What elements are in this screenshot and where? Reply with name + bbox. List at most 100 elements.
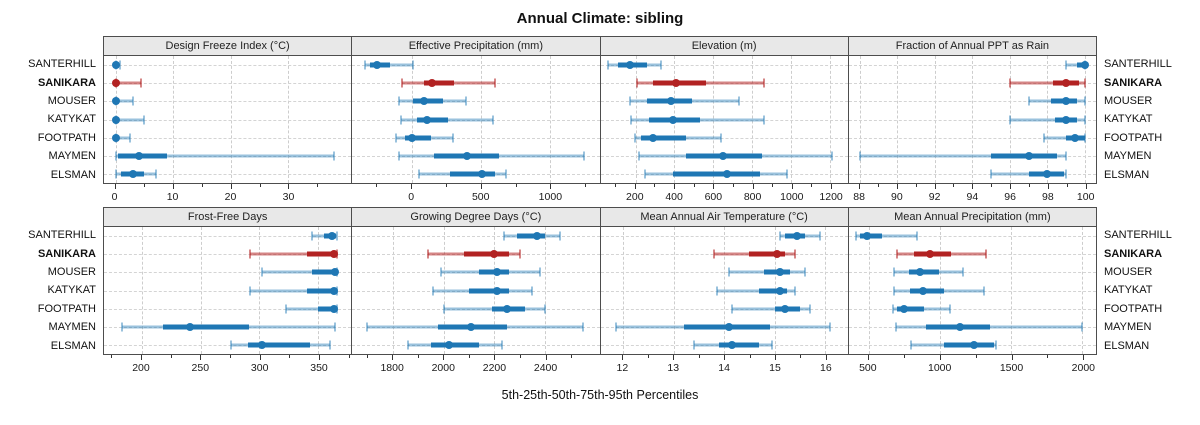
errorbar-iqr-sanikara [424, 80, 455, 86]
whisker-cap-p5 [1027, 96, 1030, 106]
whisker-cap-p95 [1083, 78, 1086, 88]
whisker-cap-p95 [582, 322, 585, 332]
panel-fraction-of-annual-ppt-as-rain: Fraction of Annual PPT as Rain 88 90 92 94 96… [847, 36, 1097, 207]
panels-row: Design Freeze Index (°C) 0 10 20 30 Effective… [103, 36, 1097, 207]
row-gridline [600, 101, 848, 103]
median-dot-mouser [492, 268, 501, 277]
whisker-cap-p5 [407, 340, 410, 350]
row-gridline [104, 155, 352, 157]
whisker-cap-p95 [543, 304, 546, 314]
errorbar-iqr-sanikara [463, 251, 510, 257]
median-dot-elsman [727, 340, 736, 349]
errorbar-iqr-elsman [719, 342, 760, 348]
panel-plot-growing-degree-days-c [351, 226, 601, 355]
whisker-cap-p95 [452, 133, 455, 143]
median-dot-elsman [970, 340, 979, 349]
major-tick [674, 184, 676, 189]
minor-tick [229, 355, 231, 358]
row-gridline [848, 101, 1096, 103]
major-tick [230, 184, 232, 189]
median-dot-sanikara [1062, 79, 1071, 88]
median-dot-elsman [128, 169, 137, 178]
major-tick [319, 355, 321, 360]
median-dot-sanikara [672, 79, 681, 88]
major-tick [752, 184, 754, 189]
whisker-cap-p5 [399, 115, 402, 124]
whisker-cap-p95 [984, 249, 987, 259]
band-bottom: SANTERHILL SANIKARA MOUSER KATYKAT FOOTPATH M… [0, 207, 1200, 378]
site-label-rows: SANTERHILL SANIKARA MOUSER KATYKAT FOOTPATH M… [1097, 226, 1200, 355]
whisker-cap-p5 [260, 267, 263, 277]
median-dot-elsman [257, 340, 266, 349]
tick-label: 16 [820, 362, 832, 374]
row-gridline [848, 65, 1096, 67]
whisker-cap-p5 [427, 249, 430, 259]
row-gridline [352, 308, 600, 310]
site-label-sanikara: SANIKARA [1104, 247, 1163, 260]
site-label-mouser: MOUSER [47, 95, 96, 108]
panel-header-spacer [1097, 207, 1200, 226]
row-gridline [104, 137, 352, 139]
whisker-cap-p95 [1083, 96, 1086, 106]
whisker-cap-p5 [638, 151, 641, 161]
whisker-cap-p5 [503, 231, 506, 241]
minor-tick [615, 184, 617, 187]
whisker-cap-p5 [442, 304, 445, 314]
major-tick [831, 184, 833, 189]
row-gridline [104, 173, 352, 175]
row-gridline [352, 65, 600, 67]
panel-header-fraction-of-annual-ppt-as-rain: Fraction of Annual PPT as Rain [847, 36, 1097, 55]
axis-caption: 5th-25th-50th-75th-95th Percentiles [501, 387, 699, 402]
panel-plot-elevation-m [599, 55, 849, 184]
major-tick [896, 184, 898, 189]
tick-label: 12 [616, 362, 629, 374]
median-dot-footpath [1071, 133, 1080, 142]
whisker-cap-p5 [728, 267, 731, 277]
site-label-maymen: MAYMEN [1104, 321, 1152, 334]
minor-tick [366, 355, 368, 358]
panel-plot-design-freeze-index-c [103, 55, 353, 184]
site-labels-right: SANTERHILL SANIKARA MOUSER KATYKAT FOOTPATH M… [1097, 36, 1200, 207]
errorbar-whisker-katykat [1009, 118, 1085, 121]
whisker-cap-p5 [120, 322, 123, 332]
median-dot-santerhill [533, 232, 542, 241]
whisker-cap-p5 [398, 151, 401, 161]
whisker-cap-p95 [128, 133, 131, 143]
median-dot-santerhill [1080, 61, 1089, 70]
minor-tick [693, 184, 695, 187]
major-tick [545, 355, 547, 360]
whisker-cap-p95 [994, 340, 997, 350]
tick-label: 1500 [999, 362, 1024, 374]
minor-tick [417, 355, 419, 358]
whisker-cap-p5 [114, 169, 117, 179]
minor-tick [1066, 184, 1068, 187]
errorbar-iqr-footpath [641, 135, 687, 141]
whisker-cap-p5 [1008, 78, 1011, 88]
errorbar-whisker-maymen [859, 154, 1067, 158]
panel-effective-precipitation-mm: Effective Precipitation (mm) 0 500 1000 [351, 36, 601, 207]
median-dot-maymen [467, 322, 476, 331]
whisker-cap-p5 [858, 151, 861, 161]
whisker-cap-p5 [730, 304, 733, 314]
errorbar-iqr-maymen [991, 153, 1057, 159]
tick-label: 2400 [533, 362, 558, 374]
median-dot-katykat [918, 286, 927, 295]
site-labels-left: SANTERHILL SANIKARA MOUSER KATYKAT FOOTPATH M… [0, 207, 103, 378]
row-gridline [848, 272, 1096, 274]
whisker-cap-p95 [154, 169, 157, 179]
tick-label: 20 [224, 191, 237, 203]
errorbar-iqr-sanikara [749, 251, 785, 257]
row-gridline [600, 137, 848, 139]
site-label-elsman: ELSMAN [50, 168, 96, 181]
panel-axis-growing-degree-days-c: 1800 2000 2200 2400 [351, 355, 600, 378]
whisker-cap-p5 [715, 286, 718, 295]
site-label-katykat: KATYKAT [47, 113, 97, 126]
tick-label: 500 [471, 191, 490, 203]
panel-axis-mean-annual-precipitation-mm: 500 1000 1500 2000 [848, 355, 1097, 378]
minor-tick [1029, 184, 1031, 187]
panel-header-elevation-m: Elevation (m) [599, 36, 849, 55]
site-label-santerhill: SANTERHILL [28, 58, 96, 71]
median-dot-footpath [900, 304, 909, 313]
whisker-cap-p5 [893, 286, 896, 295]
errorbar-whisker-santerhill [1066, 63, 1085, 67]
